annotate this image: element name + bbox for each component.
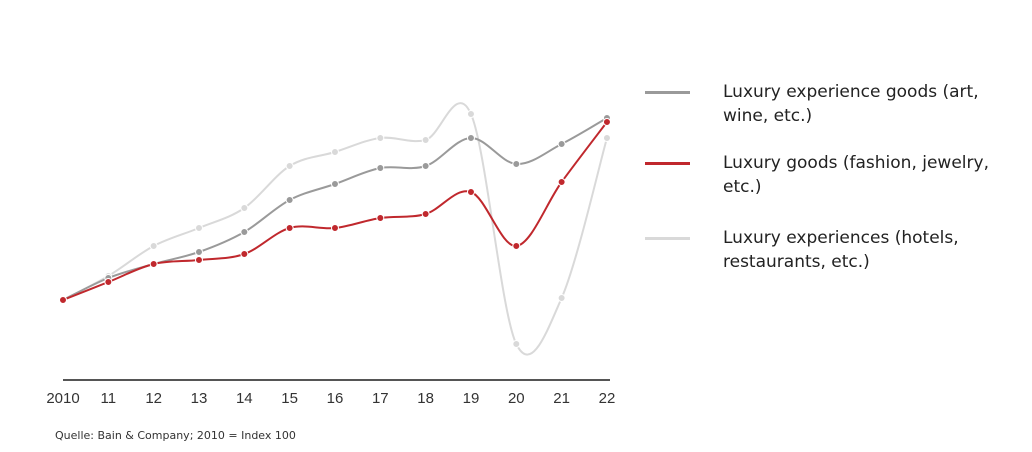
legend-item-luxury-goods: Luxury goods (fashion, jewelry, etc.) [645,151,989,197]
series-line [62,117,608,301]
data-point [602,134,611,142]
data-point [285,162,294,170]
legend-item-experiences: Luxury experiences (hotels, restaurants,… [645,226,959,272]
line-chart: 2010 11 12 13 14 15 16 17 18 19 20 21 22 [46,102,616,407]
data-point [330,148,339,156]
data-point [330,224,339,232]
x-tick-label: 16 [327,390,344,407]
data-point [194,256,203,264]
data-point [466,188,475,196]
data-point [240,228,249,236]
data-point [194,224,203,232]
legend-label: Luxury experiences (hotels, restaurants,… [723,228,959,272]
x-tick-label: 11 [101,390,117,407]
data-point [240,250,249,258]
data-point [285,224,294,232]
x-tick-label: 14 [236,390,253,407]
data-point [376,134,385,142]
legend-swatch [645,237,690,240]
x-tick-label: 19 [463,390,480,407]
legend-label: Luxury experience goods (art, wine, etc.… [723,82,979,126]
source-note: Quelle: Bain & Company; 2010 = Index 100 [55,429,296,442]
data-point [466,110,475,118]
x-tick-label: 12 [145,390,162,407]
data-point [557,294,566,302]
data-point [330,180,339,188]
data-point [557,140,566,148]
legend-label: Luxury goods (fashion, jewelry, etc.) [723,153,989,197]
data-point [557,178,566,186]
data-point [512,340,521,348]
data-point [149,242,158,250]
data-point [512,242,521,250]
data-point [421,136,430,144]
data-point [466,134,475,142]
data-point [104,278,113,286]
data-point [240,204,249,212]
data-point [149,260,158,268]
x-tick-label: 18 [417,390,434,407]
data-point [602,118,611,126]
x-tick-label: 2010 [46,390,79,407]
x-tick-label: 20 [508,390,525,407]
legend-swatch [645,91,690,94]
data-point [285,196,294,204]
legend-item-experience-goods: Luxury experience goods (art, wine, etc.… [645,80,979,126]
data-point [512,160,521,168]
data-point [376,214,385,222]
x-tick-label: 21 [553,390,570,407]
data-point [421,210,430,218]
x-tick-label: 13 [191,390,208,407]
data-point [194,248,203,256]
x-tick-label: 17 [372,390,389,407]
x-tick-label: 22 [599,390,616,407]
data-point [421,162,430,170]
data-point [59,296,67,304]
x-tick-label: 15 [281,390,298,407]
data-point [376,164,385,172]
legend-swatch [645,162,690,165]
